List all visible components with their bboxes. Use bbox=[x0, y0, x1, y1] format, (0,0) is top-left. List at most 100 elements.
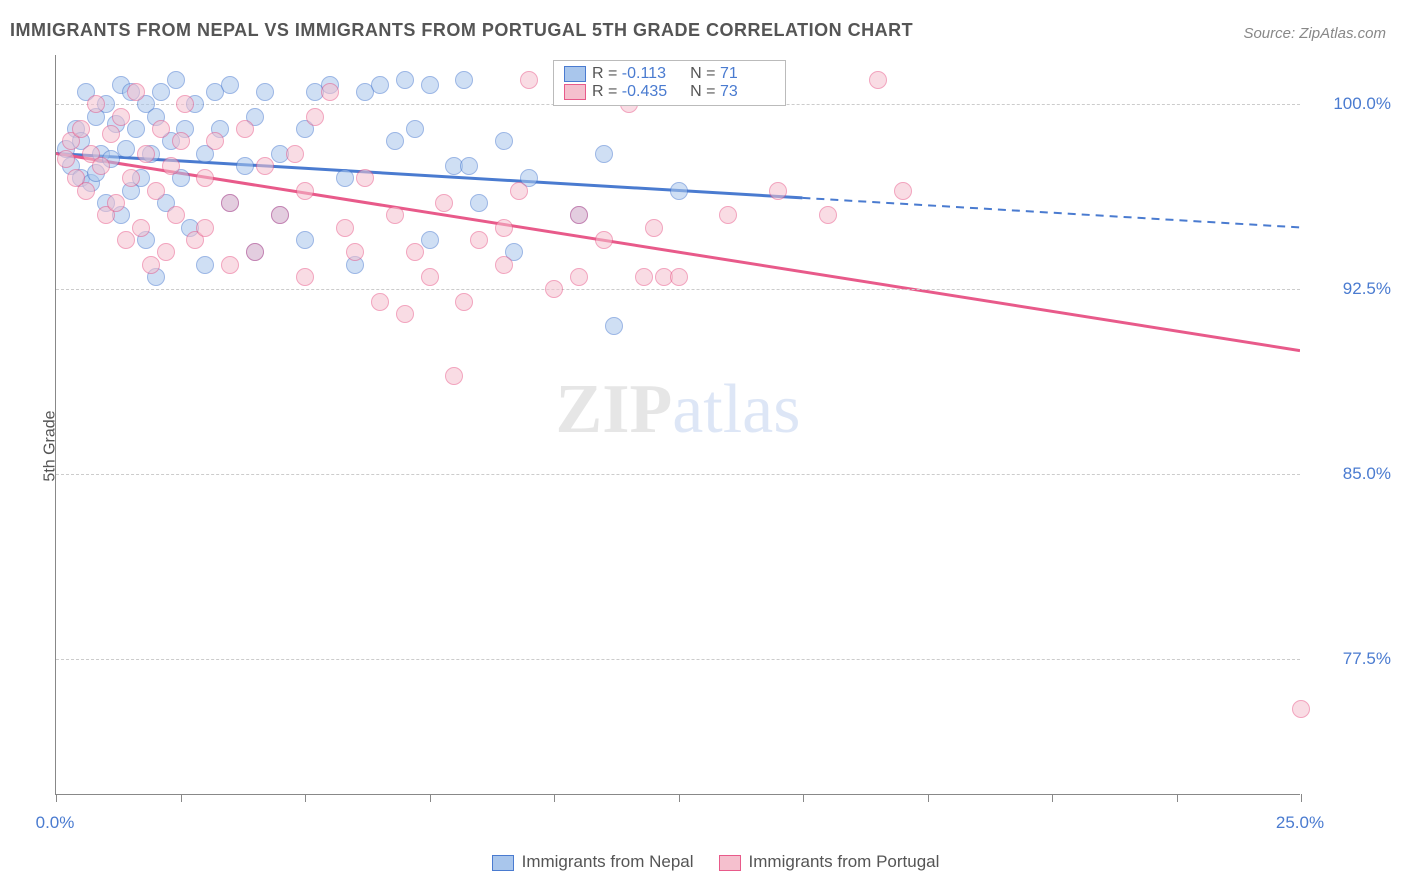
scatter-point-nepal bbox=[495, 132, 513, 150]
scatter-point-portugal bbox=[92, 157, 110, 175]
watermark-atlas: atlas bbox=[672, 371, 800, 448]
scatter-point-portugal bbox=[72, 120, 90, 138]
scatter-point-portugal bbox=[894, 182, 912, 200]
y-tick-label: 92.5% bbox=[1343, 279, 1391, 299]
scatter-point-nepal bbox=[386, 132, 404, 150]
scatter-point-portugal bbox=[595, 231, 613, 249]
scatter-point-portugal bbox=[221, 194, 239, 212]
n-label: N = bbox=[690, 83, 720, 100]
scatter-point-portugal bbox=[455, 293, 473, 311]
scatter-point-portugal bbox=[132, 219, 150, 237]
scatter-point-portugal bbox=[306, 108, 324, 126]
scatter-point-portugal bbox=[107, 194, 125, 212]
scatter-point-portugal bbox=[371, 293, 389, 311]
scatter-point-portugal bbox=[356, 169, 374, 187]
watermark-zip: ZIP bbox=[556, 371, 673, 448]
scatter-point-portugal bbox=[117, 231, 135, 249]
scatter-point-nepal bbox=[455, 71, 473, 89]
scatter-point-portugal bbox=[176, 95, 194, 113]
y-tick-label: 85.0% bbox=[1343, 464, 1391, 484]
scatter-point-portugal bbox=[152, 120, 170, 138]
scatter-point-portugal bbox=[470, 231, 488, 249]
scatter-point-nepal bbox=[470, 194, 488, 212]
plot-area: ZIPatlas bbox=[55, 55, 1300, 795]
r-label: R = bbox=[592, 83, 622, 100]
r-label: R = bbox=[592, 65, 622, 82]
scatter-point-portugal bbox=[142, 256, 160, 274]
scatter-point-nepal bbox=[167, 71, 185, 89]
scatter-point-nepal bbox=[396, 71, 414, 89]
grid-line-h bbox=[56, 659, 1300, 660]
scatter-point-portugal bbox=[495, 256, 513, 274]
legend-stats-box: R = -0.113 N = 71 R = -0.435 N = 73 bbox=[553, 60, 786, 106]
n-value-portugal: 73 bbox=[720, 83, 775, 101]
scatter-point-portugal bbox=[157, 243, 175, 261]
scatter-point-portugal bbox=[127, 83, 145, 101]
trend-line-dash-nepal bbox=[802, 198, 1300, 228]
scatter-point-portugal bbox=[102, 125, 120, 143]
scatter-point-portugal bbox=[206, 132, 224, 150]
x-tick-label: 25.0% bbox=[1276, 813, 1324, 833]
scatter-point-portugal bbox=[137, 145, 155, 163]
scatter-point-portugal bbox=[147, 182, 165, 200]
n-label: N = bbox=[690, 65, 720, 82]
legend-bottom-label-nepal: Immigrants from Nepal bbox=[522, 852, 694, 871]
x-tick bbox=[928, 794, 929, 802]
scatter-point-nepal bbox=[421, 231, 439, 249]
n-value-nepal: 71 bbox=[720, 65, 775, 83]
scatter-point-portugal bbox=[77, 182, 95, 200]
scatter-point-portugal bbox=[769, 182, 787, 200]
scatter-point-nepal bbox=[196, 256, 214, 274]
scatter-point-nepal bbox=[127, 120, 145, 138]
scatter-point-nepal bbox=[605, 317, 623, 335]
scatter-point-portugal bbox=[221, 256, 239, 274]
scatter-point-portugal bbox=[406, 243, 424, 261]
scatter-point-nepal bbox=[421, 76, 439, 94]
x-tick bbox=[1052, 794, 1053, 802]
x-tick bbox=[554, 794, 555, 802]
scatter-point-nepal bbox=[296, 231, 314, 249]
scatter-point-nepal bbox=[152, 83, 170, 101]
scatter-point-nepal bbox=[336, 169, 354, 187]
legend-swatch-portugal bbox=[564, 84, 586, 100]
scatter-point-portugal bbox=[421, 268, 439, 286]
scatter-point-portugal bbox=[386, 206, 404, 224]
scatter-point-nepal bbox=[236, 157, 254, 175]
grid-line-h bbox=[56, 289, 1300, 290]
x-tick bbox=[803, 794, 804, 802]
scatter-point-portugal bbox=[296, 182, 314, 200]
y-tick-label: 100.0% bbox=[1333, 94, 1391, 114]
scatter-point-portugal bbox=[819, 206, 837, 224]
scatter-point-portugal bbox=[445, 367, 463, 385]
scatter-point-portugal bbox=[57, 150, 75, 168]
scatter-point-nepal bbox=[117, 140, 135, 158]
x-tick bbox=[1177, 794, 1178, 802]
legend-swatch-nepal bbox=[564, 66, 586, 82]
scatter-point-portugal bbox=[396, 305, 414, 323]
scatter-point-nepal bbox=[595, 145, 613, 163]
scatter-point-portugal bbox=[510, 182, 528, 200]
legend-bottom: Immigrants from Nepal Immigrants from Por… bbox=[0, 852, 1406, 872]
y-tick-label: 77.5% bbox=[1343, 649, 1391, 669]
scatter-point-portugal bbox=[286, 145, 304, 163]
watermark-logo: ZIPatlas bbox=[556, 370, 801, 450]
scatter-point-portugal bbox=[346, 243, 364, 261]
chart-container: IMMIGRANTS FROM NEPAL VS IMMIGRANTS FROM… bbox=[0, 0, 1406, 892]
scatter-point-portugal bbox=[196, 219, 214, 237]
x-tick bbox=[181, 794, 182, 802]
scatter-point-portugal bbox=[271, 206, 289, 224]
scatter-point-portugal bbox=[87, 95, 105, 113]
x-tick bbox=[1301, 794, 1302, 802]
r-value-nepal: -0.113 bbox=[622, 65, 677, 83]
scatter-point-nepal bbox=[221, 76, 239, 94]
chart-title: IMMIGRANTS FROM NEPAL VS IMMIGRANTS FROM… bbox=[10, 20, 913, 41]
legend-bottom-label-portugal: Immigrants from Portugal bbox=[749, 852, 940, 871]
r-value-portugal: -0.435 bbox=[622, 83, 677, 101]
legend-bottom-swatch-portugal bbox=[719, 855, 741, 871]
x-tick-label: 0.0% bbox=[36, 813, 75, 833]
scatter-point-portugal bbox=[570, 268, 588, 286]
scatter-point-portugal bbox=[172, 132, 190, 150]
scatter-point-portugal bbox=[545, 280, 563, 298]
chart-source: Source: ZipAtlas.com bbox=[1243, 25, 1386, 42]
x-tick bbox=[56, 794, 57, 802]
